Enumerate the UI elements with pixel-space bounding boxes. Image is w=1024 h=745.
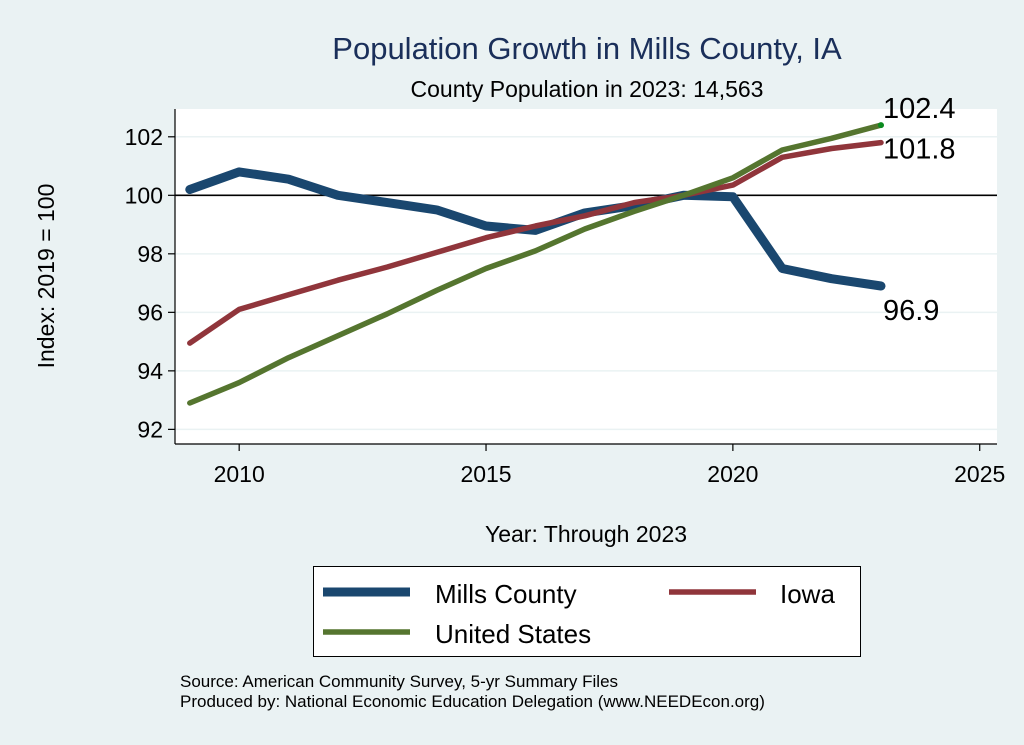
line-mills-county [185, 167, 886, 291]
y-tick-label-102: 102 [125, 124, 163, 150]
x-tick-label-2020: 2020 [707, 461, 758, 487]
endpoint-marker-united-states [877, 122, 884, 129]
legend: Mills County Iowa United States [313, 566, 861, 657]
y-axis-ticks: 92 94 96 98 100 102 [125, 124, 175, 442]
series-mills-county [185, 167, 886, 291]
series-iowa [187, 139, 884, 346]
x-tick-label-2010: 2010 [214, 461, 265, 487]
y-axis-title: Index: 2019 = 100 [33, 184, 59, 369]
y-tick-label-100: 100 [125, 182, 163, 208]
x-tick-label-2025: 2025 [954, 461, 1005, 487]
source-note: Source: American Community Survey, 5-yr … [180, 672, 618, 691]
end-label-mills-county: 96.9 [883, 295, 939, 327]
y-tick-label-92: 92 [137, 416, 163, 442]
y-tick-label-98: 98 [137, 241, 163, 267]
x-axis-title: Year: Through 2023 [485, 521, 687, 547]
legend-label-mills-county: Mills County [435, 579, 577, 609]
chart-title: Population Growth in Mills County, IA [332, 31, 842, 66]
x-axis-ticks: 2010 2015 2020 2025 [214, 444, 1005, 487]
end-label-iowa: 101.8 [883, 134, 956, 166]
chart-subtitle: County Population in 2023: 14,563 [411, 76, 764, 102]
y-tick-label-96: 96 [137, 299, 163, 325]
line-iowa [187, 139, 884, 346]
legend-box [313, 566, 861, 657]
series-lines [185, 122, 886, 406]
x-tick-label-2015: 2015 [460, 461, 511, 487]
end-labels: 96.9 101.8 102.4 [883, 93, 956, 327]
y-tick-label-94: 94 [137, 358, 163, 384]
legend-label-united-states: United States [435, 619, 591, 649]
producer-note: Produced by: National Economic Education… [180, 692, 765, 711]
plot-area [175, 109, 997, 444]
legend-label-iowa: Iowa [780, 579, 835, 609]
end-label-united-states: 102.4 [883, 93, 956, 125]
